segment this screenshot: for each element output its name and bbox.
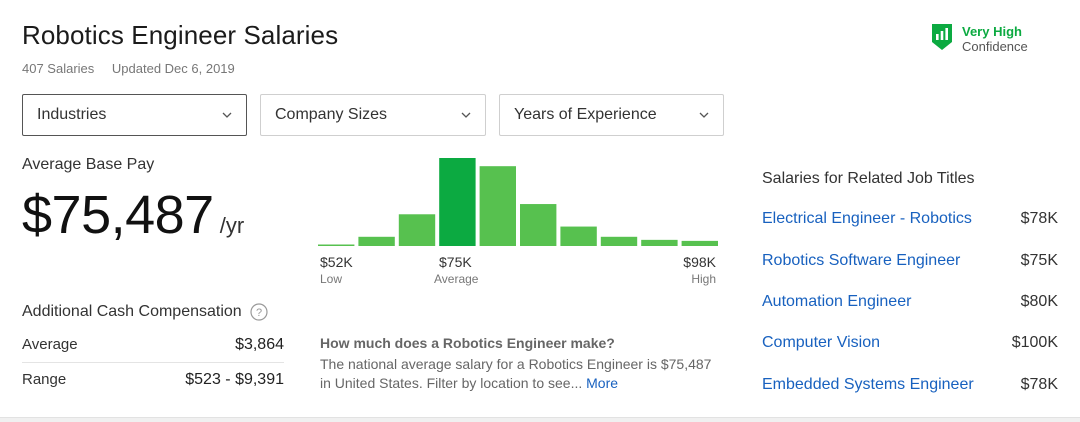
histogram-bar-average — [439, 158, 476, 246]
histogram-bar — [520, 204, 557, 246]
salary-meta: 407 Salaries Updated Dec 6, 2019 — [22, 61, 235, 76]
additional-cash-title-text: Additional Cash Compensation — [22, 303, 242, 320]
histogram-bar — [398, 214, 436, 246]
chevron-down-icon — [461, 112, 471, 118]
histogram-axis: $52K Low $75K Average $98K High — [318, 254, 718, 290]
related-job-row: Automation Engineer $80K — [762, 293, 1058, 311]
histogram-bar — [681, 240, 718, 246]
confidence-label: Confidence — [962, 39, 1028, 54]
histogram-bar — [318, 244, 355, 246]
base-pay-unit: /yr — [219, 213, 245, 238]
filter-company-sizes-label: Company Sizes — [275, 106, 388, 123]
updated-date: Updated Dec 6, 2019 — [111, 61, 235, 76]
related-job-salary: $78K — [1020, 376, 1058, 393]
base-pay-amount: $75,487 — [22, 185, 214, 245]
histogram-bar — [641, 239, 678, 246]
related-job-salary: $75K — [1020, 252, 1058, 269]
average-base-pay-label: Average Base Pay — [22, 156, 155, 173]
related-job-salary: $100K — [1011, 334, 1058, 351]
histogram-bar — [479, 166, 516, 246]
histogram-high-value: $98K — [683, 254, 716, 270]
additional-cash-range-row: Range $523 - $9,391 — [22, 371, 284, 389]
histogram-average-value: $75K — [439, 254, 472, 270]
histogram-bar — [560, 226, 597, 246]
page-title: Robotics Engineer Salaries — [22, 20, 339, 50]
faq-answer-text: The national average salary for a Roboti… — [320, 356, 712, 391]
divider — [22, 362, 284, 363]
related-job-row: Computer Vision $100K — [762, 334, 1058, 352]
filter-company-sizes-dropdown[interactable]: Company Sizes — [260, 94, 486, 136]
salary-histogram — [318, 158, 718, 246]
related-job-row: Robotics Software Engineer $75K — [762, 252, 1058, 270]
related-job-salary: $80K — [1020, 293, 1058, 310]
histogram-average-label: Average — [434, 272, 479, 286]
chevron-down-icon — [222, 112, 232, 118]
svg-text:?: ? — [256, 307, 262, 319]
salary-count: 407 Salaries — [22, 61, 95, 76]
related-job-row: Electrical Engineer - Robotics $78K — [762, 210, 1058, 228]
histogram-bar — [358, 236, 395, 246]
additional-cash-range-label: Range — [22, 371, 67, 388]
help-icon[interactable]: ? — [250, 303, 268, 321]
faq-answer: The national average salary for a Roboti… — [320, 355, 720, 393]
histogram-bar — [600, 236, 638, 246]
histogram-low-label: Low — [320, 272, 343, 286]
filter-industries-label: Industries — [37, 106, 107, 123]
faq-more-link[interactable]: More — [586, 375, 619, 391]
filter-years-experience-label: Years of Experience — [514, 106, 657, 123]
additional-cash-range-value: $523 - $9,391 — [185, 371, 284, 388]
additional-cash-average-label: Average — [22, 336, 78, 353]
additional-cash-average-value: $3,864 — [235, 336, 284, 353]
bottom-border — [0, 417, 1080, 422]
related-job-link[interactable]: Robotics Software Engineer — [762, 252, 961, 269]
related-job-link[interactable]: Electrical Engineer - Robotics — [762, 210, 972, 227]
chevron-down-icon — [699, 112, 709, 118]
histogram-high-label: High — [691, 272, 716, 286]
related-job-link[interactable]: Embedded Systems Engineer — [762, 376, 974, 393]
additional-cash-title: Additional Cash Compensation ? — [22, 303, 268, 321]
filter-years-experience-dropdown[interactable]: Years of Experience — [499, 94, 724, 136]
confidence-badge: Very High Confidence — [932, 24, 1028, 54]
average-base-pay: $75,487 /yr — [22, 184, 244, 246]
confidence-level: Very High — [962, 24, 1022, 39]
related-job-row: Embedded Systems Engineer $78K — [762, 376, 1058, 394]
bar-chart-shield-icon — [932, 24, 952, 50]
related-job-link[interactable]: Automation Engineer — [762, 293, 912, 310]
faq-question: How much does a Robotics Engineer make? — [320, 335, 615, 351]
histogram-low-value: $52K — [320, 254, 353, 270]
related-job-salary: $78K — [1020, 210, 1058, 227]
related-titles-heading: Salaries for Related Job Titles — [762, 170, 975, 187]
related-job-link[interactable]: Computer Vision — [762, 334, 880, 351]
filter-industries-dropdown[interactable]: Industries — [22, 94, 247, 136]
additional-cash-average-row: Average $3,864 — [22, 336, 284, 354]
